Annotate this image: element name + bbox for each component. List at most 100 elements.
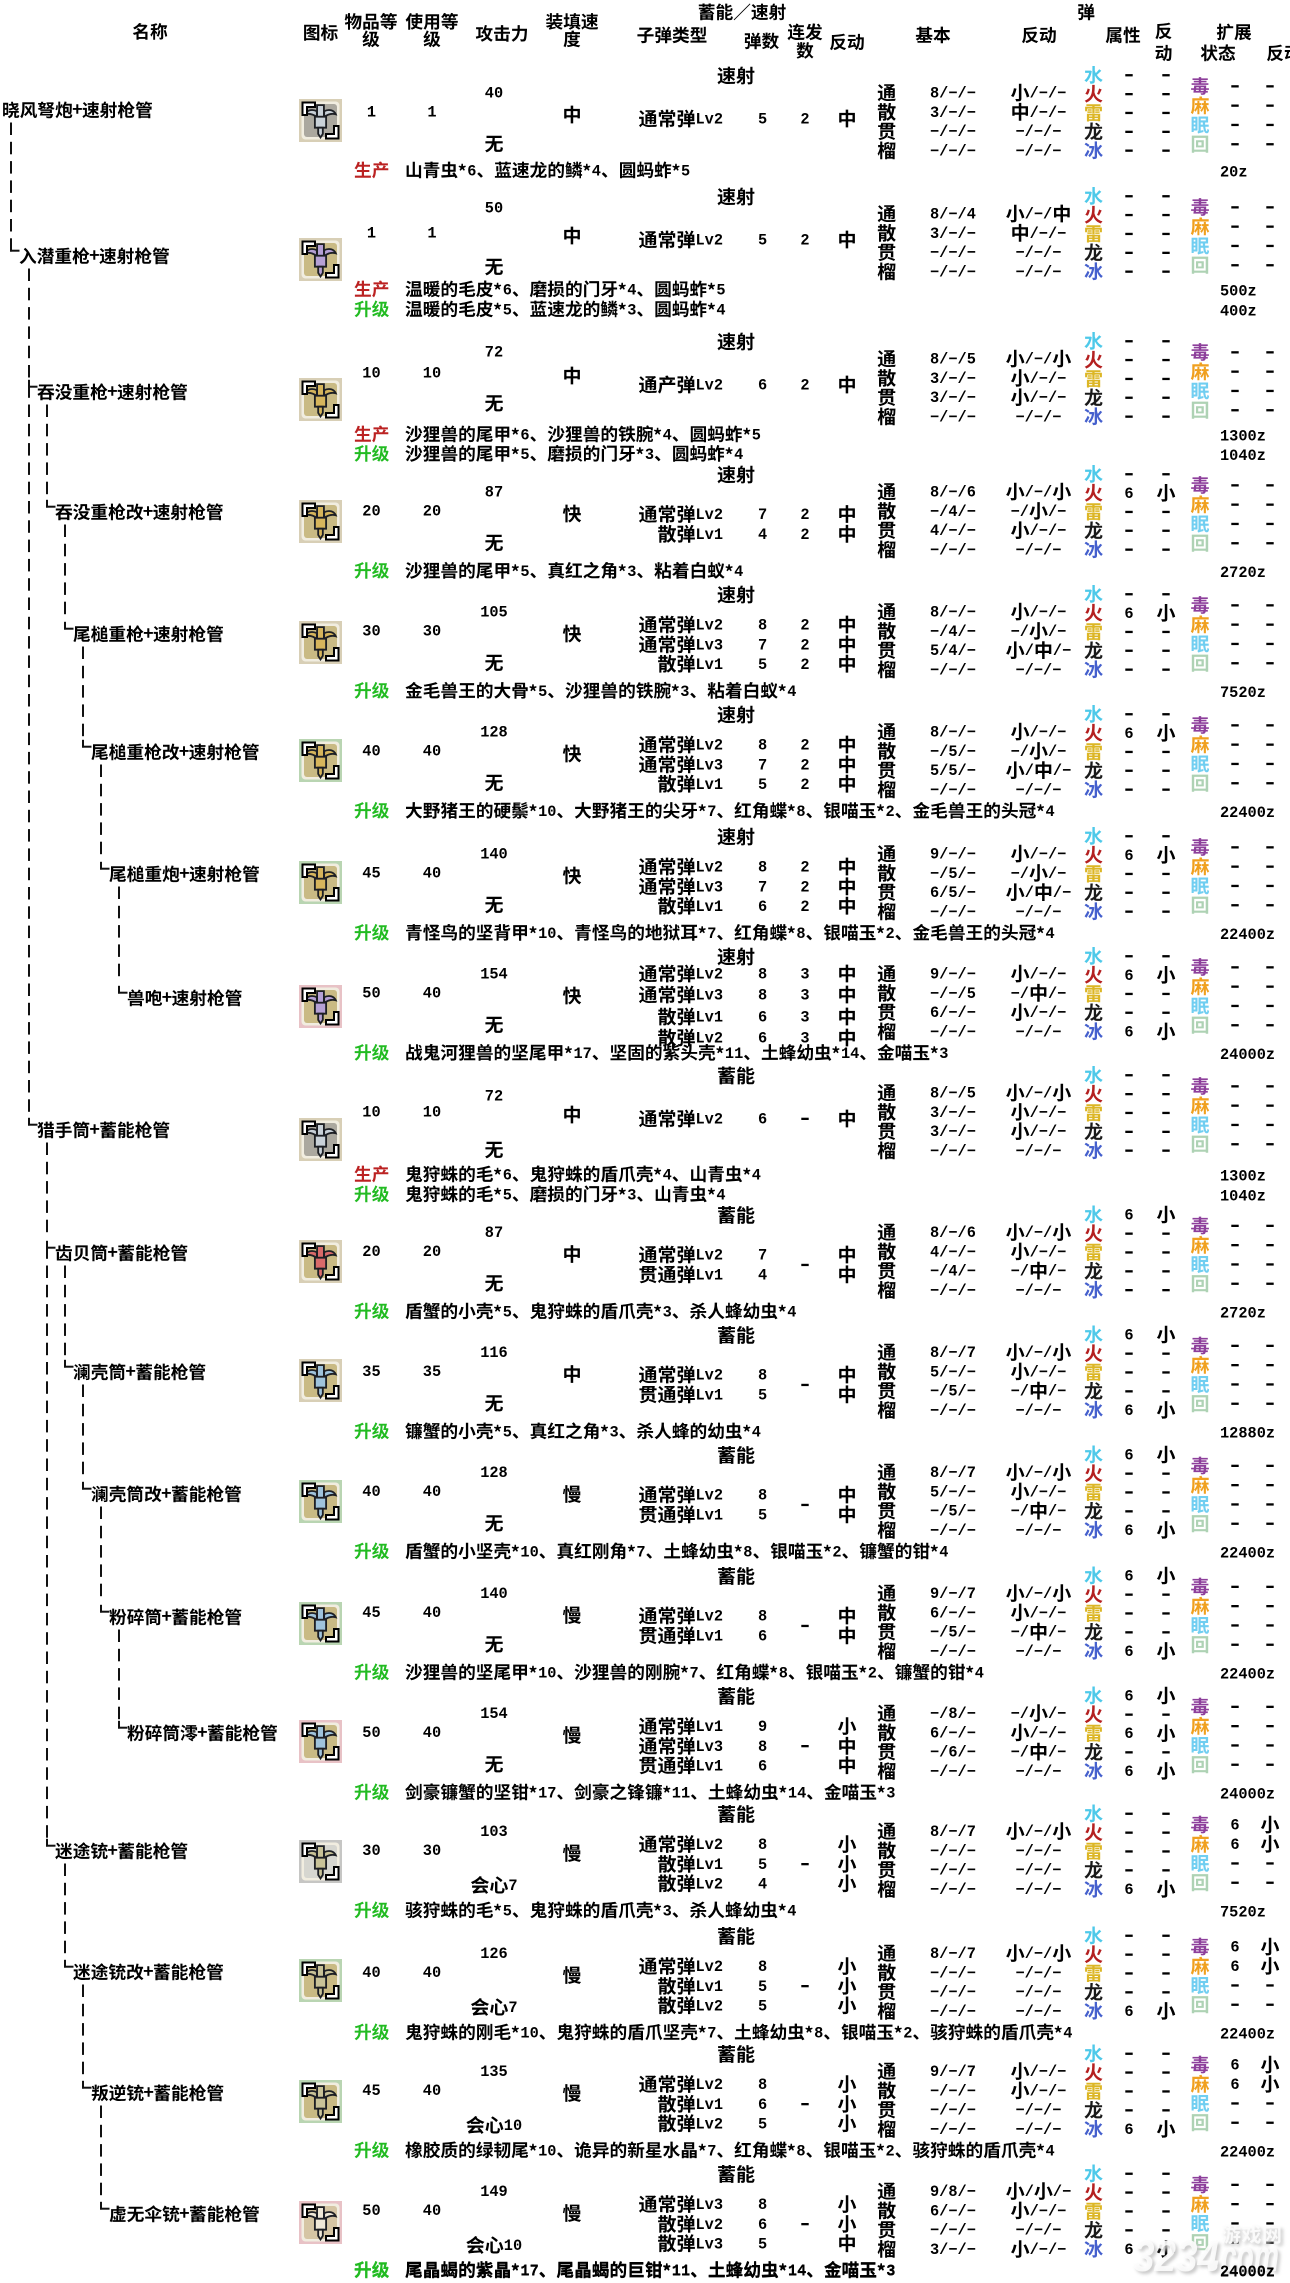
- svg-text:2: 2: [886, 925, 895, 943]
- svg-text:/−: /−: [1048, 1705, 1066, 1723]
- svg-text:24000z: 24000z: [1220, 2264, 1275, 2282]
- svg-text:/−: /−: [1048, 985, 1066, 1003]
- svg-text:−/: −/: [1011, 1263, 1029, 1281]
- svg-text:11: 11: [672, 2262, 690, 2280]
- svg-text:1: 1: [367, 104, 376, 122]
- svg-text:8/−/5: 8/−/5: [930, 351, 976, 369]
- svg-text:8/−/6: 8/−/6: [930, 484, 976, 502]
- svg-text:/−: /−: [1053, 642, 1071, 660]
- svg-text:/−/−: /−/−: [1030, 1363, 1067, 1381]
- svg-text:4: 4: [734, 563, 743, 581]
- svg-text:3: 3: [800, 1009, 809, 1027]
- svg-text:10: 10: [423, 365, 441, 383]
- svg-text:8/−/4: 8/−/4: [930, 206, 976, 224]
- svg-text:/−/: /−/: [1025, 1464, 1053, 1482]
- svg-text:2: 2: [800, 737, 809, 755]
- svg-text:3/−/−: 3/−/−: [930, 1104, 976, 1122]
- svg-text:2: 2: [832, 1544, 841, 1562]
- svg-text:2: 2: [886, 2143, 895, 2161]
- svg-text:Lv3: Lv3: [696, 878, 724, 896]
- svg-text:24000z: 24000z: [1220, 2263, 1275, 2281]
- svg-text:4: 4: [752, 1167, 761, 1185]
- svg-text:22400z: 22400z: [1220, 1666, 1275, 1684]
- svg-text:/−/−: /−/−: [1030, 1004, 1067, 1022]
- svg-text:3: 3: [663, 1304, 672, 1322]
- svg-text:−/−/−: −/−/−: [1016, 2222, 1062, 2240]
- svg-text:Lv1: Lv1: [696, 656, 724, 674]
- svg-text:/−/−: /−/−: [1030, 724, 1067, 742]
- svg-text:3234: 3234: [1136, 2235, 1222, 2283]
- svg-text:9: 9: [758, 1718, 767, 1736]
- svg-text:22400z: 22400z: [1220, 2026, 1275, 2044]
- svg-text:7: 7: [508, 1877, 517, 1895]
- svg-text:5/−/−: 5/−/−: [930, 1483, 976, 1501]
- svg-text:−/5/−: −/5/−: [930, 1503, 976, 1521]
- svg-text:8/−/−: 8/−/−: [930, 85, 976, 103]
- svg-text:Lv2: Lv2: [696, 737, 724, 755]
- svg-text:−/−/−: −/−/−: [930, 409, 976, 427]
- svg-text:17: 17: [520, 2262, 538, 2280]
- svg-text:6: 6: [1124, 1881, 1133, 1899]
- svg-text:3: 3: [627, 302, 636, 320]
- svg-text:5: 5: [758, 232, 767, 250]
- svg-text:−/−/−: −/−/−: [1016, 1143, 1062, 1161]
- svg-text:6: 6: [758, 1009, 767, 1027]
- svg-text:20: 20: [362, 1243, 380, 1261]
- svg-text:6: 6: [1124, 1568, 1133, 1586]
- svg-text:4: 4: [758, 1875, 767, 1893]
- svg-text:−/−/−: −/−/−: [1016, 244, 1062, 262]
- svg-text:8/−/6: 8/−/6: [930, 1224, 976, 1242]
- svg-text:−/: −/: [1011, 985, 1029, 1003]
- svg-text:Lv3: Lv3: [696, 1738, 724, 1756]
- svg-text:5: 5: [758, 776, 767, 794]
- svg-text:Lv2: Lv2: [696, 859, 724, 877]
- svg-text:6: 6: [1124, 1402, 1133, 1420]
- svg-text:5: 5: [758, 656, 767, 674]
- svg-text:2: 2: [800, 636, 809, 654]
- svg-text:35: 35: [423, 1363, 441, 1381]
- svg-text:3: 3: [886, 2263, 895, 2281]
- svg-text:30: 30: [423, 623, 441, 641]
- svg-text:8: 8: [758, 1958, 767, 1976]
- svg-text:14: 14: [788, 2262, 806, 2280]
- svg-text:7: 7: [758, 756, 767, 774]
- svg-text:2: 2: [868, 1665, 877, 1683]
- svg-text:7: 7: [758, 636, 767, 654]
- svg-text:5: 5: [538, 683, 547, 701]
- svg-text:9/−/−: 9/−/−: [930, 966, 976, 984]
- svg-text:4: 4: [716, 302, 725, 320]
- svg-text:6: 6: [1230, 2057, 1239, 2075]
- svg-text:2: 2: [800, 756, 809, 774]
- svg-text:/−/: /−/: [1025, 1224, 1053, 1242]
- svg-text:11: 11: [725, 1045, 743, 1063]
- svg-text:6: 6: [1230, 1836, 1239, 1854]
- svg-text:2: 2: [903, 2025, 912, 2043]
- svg-text:126: 126: [480, 1945, 508, 1963]
- svg-text:3: 3: [800, 1030, 809, 1048]
- svg-text:1: 1: [367, 225, 376, 243]
- svg-text:2: 2: [800, 377, 809, 395]
- svg-text:135: 135: [480, 2063, 508, 2081]
- svg-text:Lv3: Lv3: [696, 636, 724, 654]
- svg-text:−/6/−: −/6/−: [930, 1744, 976, 1762]
- svg-text:40: 40: [485, 85, 503, 103]
- svg-text:40: 40: [423, 743, 441, 761]
- svg-text:−/−/−: −/−/−: [1016, 1881, 1062, 1899]
- svg-text:2: 2: [800, 776, 809, 794]
- svg-text:10: 10: [520, 2025, 538, 2043]
- svg-text:1040z: 1040z: [1220, 447, 1266, 465]
- svg-text:40: 40: [362, 1483, 380, 1501]
- svg-text:6: 6: [1124, 605, 1133, 623]
- svg-text:−/−/−: −/−/−: [1016, 904, 1062, 922]
- svg-text:−/4/−: −/4/−: [930, 623, 976, 641]
- svg-text:Lv2: Lv2: [696, 506, 724, 524]
- svg-text:3: 3: [645, 446, 654, 464]
- svg-text:Lv2: Lv2: [696, 232, 724, 250]
- svg-text:1: 1: [427, 104, 436, 122]
- svg-text:50: 50: [362, 985, 380, 1003]
- svg-text:10: 10: [538, 2143, 556, 2161]
- svg-text:8: 8: [796, 803, 805, 821]
- svg-text:−/−/−: −/−/−: [930, 143, 976, 161]
- svg-text:−/−/−: −/−/−: [1016, 662, 1062, 680]
- svg-text:6: 6: [1124, 1522, 1133, 1540]
